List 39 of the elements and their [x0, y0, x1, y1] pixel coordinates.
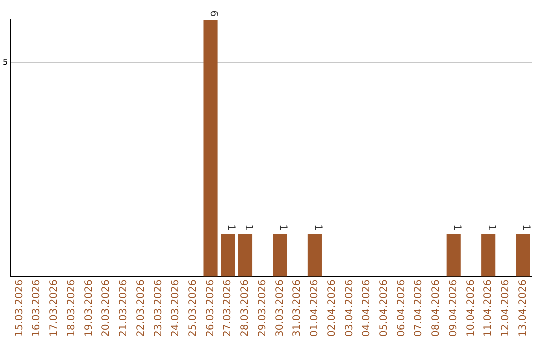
x-tick-label: 21.03.2026	[118, 280, 130, 338]
x-tick-label: 01.04.2026	[310, 280, 321, 338]
data-label: 1	[312, 224, 324, 231]
x-tick-label: 19.03.2026	[84, 280, 95, 338]
x-tick-label: 30.03.2026	[274, 280, 286, 338]
x-tick-label: 15.03.2026	[14, 280, 26, 338]
x-tick-label: 05.04.2026	[379, 280, 390, 338]
y-tick-label: 5	[2, 58, 8, 67]
x-tick-label: 29.03.2026	[257, 280, 268, 338]
x-tick-label: 18.03.2026	[66, 280, 78, 338]
x-tick-label: 28.03.2026	[240, 280, 252, 338]
x-tick-label: 10.04.2026	[466, 280, 477, 338]
x-tick-label: 17.03.2026	[49, 280, 60, 338]
x-tick-label: 13.04.2026	[518, 280, 529, 338]
data-label: 6	[208, 10, 220, 17]
data-label: 1	[520, 224, 532, 231]
x-tick-label: 02.04.2026	[326, 280, 338, 338]
data-label: 1	[486, 224, 497, 231]
data-label: 1	[226, 224, 237, 231]
x-tick-label: 22.03.2026	[136, 280, 147, 338]
x-tick-label: 20.03.2026	[101, 280, 112, 338]
x-tick-label: 06.04.2026	[396, 280, 408, 338]
x-tick-label: 31.03.2026	[292, 280, 304, 338]
x-tick-label: 24.03.2026	[170, 280, 182, 338]
x-tick-label: 04.04.2026	[362, 280, 373, 338]
x-tick-label: 07.04.2026	[414, 280, 425, 338]
x-tick-label: 09.04.2026	[448, 280, 460, 338]
x-tick-label: 25.03.2026	[188, 280, 199, 338]
x-tick-label: 23.03.2026	[153, 280, 164, 338]
data-label: 1	[451, 224, 462, 231]
data-label: 1	[242, 224, 254, 231]
x-tick-label: 27.03.2026	[222, 280, 234, 338]
x-tick-label: 11.04.2026	[483, 280, 494, 338]
data-label: 1	[278, 224, 289, 231]
x-tick-label: 16.03.2026	[32, 280, 43, 338]
x-tick-label: 12.04.2026	[500, 280, 512, 338]
x-tick-label: 03.04.2026	[344, 280, 356, 338]
x-tick-label: 08.04.2026	[431, 280, 442, 338]
x-tick-label: 26.03.2026	[205, 280, 216, 338]
